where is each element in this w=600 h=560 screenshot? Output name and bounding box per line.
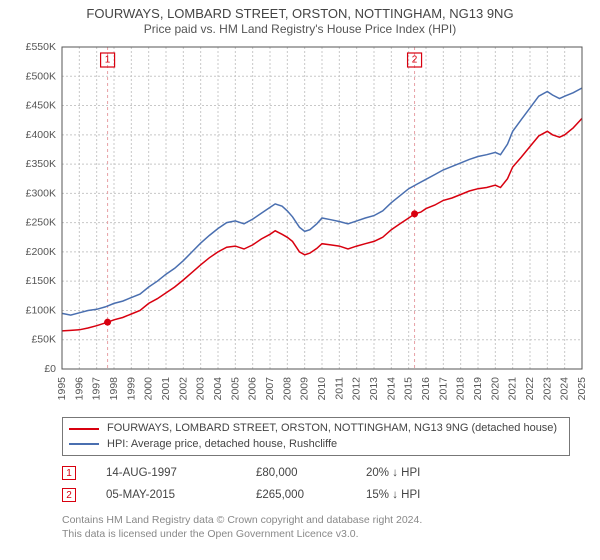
svg-text:£200K: £200K xyxy=(26,246,56,258)
svg-text:2018: 2018 xyxy=(455,377,467,401)
svg-text:2008: 2008 xyxy=(281,377,293,401)
svg-text:1996: 1996 xyxy=(73,377,85,401)
svg-text:£100K: £100K xyxy=(26,305,56,317)
chart-title: FOURWAYS, LOMBARD STREET, ORSTON, NOTTIN… xyxy=(12,6,588,22)
legend-label: FOURWAYS, LOMBARD STREET, ORSTON, NOTTIN… xyxy=(107,421,557,436)
chart-container: FOURWAYS, LOMBARD STREET, ORSTON, NOTTIN… xyxy=(0,0,600,545)
svg-text:2002: 2002 xyxy=(177,377,189,401)
legend-label: HPI: Average price, detached house, Rush… xyxy=(107,437,337,452)
svg-text:£300K: £300K xyxy=(26,188,56,200)
svg-text:£250K: £250K xyxy=(26,217,56,229)
annotation-row: 2 05-MAY-2015 £265,000 15% ↓ HPI xyxy=(62,484,588,506)
svg-text:2014: 2014 xyxy=(385,377,397,401)
svg-text:£400K: £400K xyxy=(26,129,56,141)
legend-item: FOURWAYS, LOMBARD STREET, ORSTON, NOTTIN… xyxy=(69,421,563,436)
svg-text:2020: 2020 xyxy=(489,377,501,401)
svg-text:2001: 2001 xyxy=(160,377,172,401)
annotation-row: 1 14-AUG-1997 £80,000 20% ↓ HPI xyxy=(62,462,588,484)
svg-text:2012: 2012 xyxy=(351,377,363,401)
annotation-date: 14-AUG-1997 xyxy=(106,467,226,479)
svg-text:£450K: £450K xyxy=(26,100,56,112)
annotation-price: £265,000 xyxy=(256,489,336,501)
svg-text:2005: 2005 xyxy=(229,377,241,401)
svg-text:2013: 2013 xyxy=(368,377,380,401)
svg-text:2016: 2016 xyxy=(420,377,432,401)
sale-annotation-table: 1 14-AUG-1997 £80,000 20% ↓ HPI 2 05-MAY-2015… xyxy=(62,462,588,506)
svg-text:2017: 2017 xyxy=(437,377,449,401)
svg-text:£500K: £500K xyxy=(26,71,56,83)
legend-item: HPI: Average price, detached house, Rush… xyxy=(69,437,563,452)
svg-text:2021: 2021 xyxy=(507,377,519,401)
chart-legend: FOURWAYS, LOMBARD STREET, ORSTON, NOTTIN… xyxy=(62,417,570,456)
svg-text:1995: 1995 xyxy=(56,377,68,401)
annotation-marker: 2 xyxy=(62,488,76,502)
svg-text:1: 1 xyxy=(105,55,111,66)
chart-titles: FOURWAYS, LOMBARD STREET, ORSTON, NOTTIN… xyxy=(12,6,588,37)
svg-text:2015: 2015 xyxy=(403,377,415,401)
svg-text:£550K: £550K xyxy=(26,41,56,53)
svg-text:2006: 2006 xyxy=(247,377,259,401)
svg-text:2007: 2007 xyxy=(264,377,276,401)
svg-text:2004: 2004 xyxy=(212,377,224,401)
svg-text:2025: 2025 xyxy=(576,377,588,401)
svg-text:2010: 2010 xyxy=(316,377,328,401)
chart-plot-area: £0 £50K £100K £150K £200K £250K £300K £350K £400… xyxy=(12,41,588,411)
svg-text:2: 2 xyxy=(412,55,418,66)
svg-text:1999: 1999 xyxy=(125,377,137,401)
chart-subtitle: Price paid vs. HM Land Registry's House … xyxy=(12,22,588,37)
annotation-price: £80,000 xyxy=(256,467,336,479)
svg-text:2009: 2009 xyxy=(299,377,311,401)
svg-text:£50K: £50K xyxy=(31,334,56,346)
svg-text:2011: 2011 xyxy=(333,377,345,400)
svg-text:2024: 2024 xyxy=(559,377,571,401)
svg-text:£350K: £350K xyxy=(26,158,56,170)
svg-text:2022: 2022 xyxy=(524,377,536,401)
annotation-date: 05-MAY-2015 xyxy=(106,489,226,501)
footer-line-2: This data is licensed under the Open Gov… xyxy=(62,528,588,542)
svg-text:2019: 2019 xyxy=(472,377,484,401)
annotation-hpi: 20% ↓ HPI xyxy=(366,467,420,479)
annotation-marker: 1 xyxy=(62,466,76,480)
svg-text:2003: 2003 xyxy=(195,377,207,401)
legend-swatch xyxy=(69,443,99,445)
chart-svg: £0 £50K £100K £150K £200K £250K £300K £350K £400… xyxy=(12,41,588,411)
legend-swatch xyxy=(69,428,99,430)
footer-line-1: Contains HM Land Registry data © Crown c… xyxy=(62,514,588,528)
chart-footer: Contains HM Land Registry data © Crown c… xyxy=(62,514,588,541)
svg-text:2000: 2000 xyxy=(143,377,155,401)
svg-text:1998: 1998 xyxy=(108,377,120,401)
svg-text:£0: £0 xyxy=(44,363,56,375)
svg-text:2023: 2023 xyxy=(541,377,553,401)
svg-text:1997: 1997 xyxy=(91,377,103,401)
annotation-hpi: 15% ↓ HPI xyxy=(366,489,420,501)
svg-text:£150K: £150K xyxy=(26,275,56,287)
